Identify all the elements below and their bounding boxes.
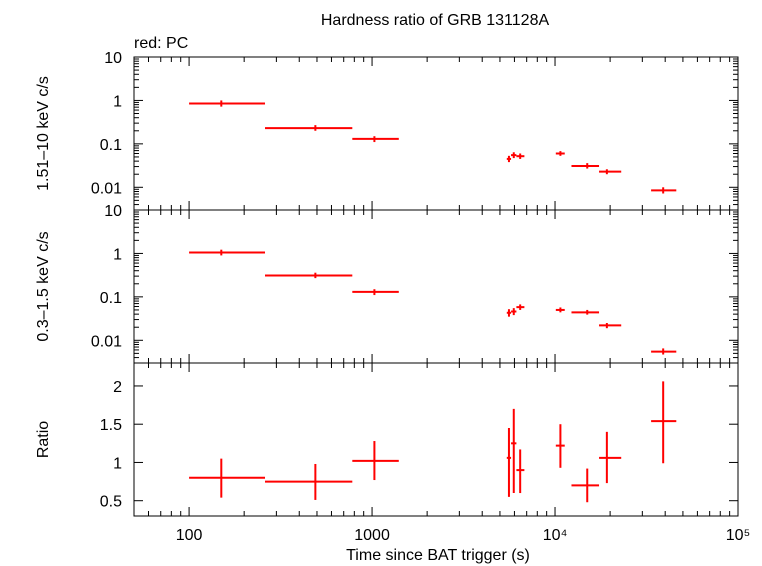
data-point — [516, 449, 525, 494]
data-point — [189, 249, 266, 256]
x-tick-label: 10⁴ — [543, 527, 568, 544]
data-point — [189, 458, 266, 498]
y-tick-label: 10 — [104, 203, 122, 220]
y-tick-label: 0.1 — [100, 290, 122, 307]
panel-3: 2 1.5 1 0.5 Ratio — [35, 362, 739, 517]
y-tick-label: 0.5 — [100, 494, 122, 511]
data-point — [352, 136, 399, 143]
y-axis-label: 1.51–10 keV c/s — [35, 76, 52, 191]
y-tick-label: 0.1 — [100, 137, 122, 154]
panel-frame — [133, 209, 739, 364]
panel-1: 10 1 0.1 0.01 1.51–10 keV c/s — [35, 50, 739, 211]
x-axis-label: Time since BAT trigger (s) — [346, 547, 530, 564]
y-ticks: 2 1.5 1 0.5 — [100, 379, 738, 511]
data-point — [599, 323, 622, 329]
data-point — [265, 272, 353, 279]
x-ticks — [133, 57, 739, 210]
y-ticks: 10 1 0.1 0.01 — [91, 50, 738, 211]
x-tick-labels: 100 1000 10⁴ 10⁵ — [176, 527, 750, 544]
data-point — [511, 152, 517, 159]
panel-2: 10 1 0.1 0.01 0.3–1.5 keV c/s — [35, 203, 739, 364]
data-point — [516, 304, 525, 310]
y-axis-label: 0.3–1.5 keV c/s — [35, 231, 52, 341]
data-series — [189, 381, 677, 503]
data-point — [599, 169, 622, 175]
y-tick-label: 1.5 — [100, 417, 122, 434]
data-series — [189, 249, 677, 355]
x-tick-label: 10⁵ — [726, 527, 750, 544]
data-point — [265, 463, 353, 500]
y-tick-label: 10 — [104, 50, 122, 67]
data-point — [555, 424, 565, 468]
data-point — [265, 125, 353, 131]
data-point — [555, 151, 565, 156]
y-tick-label: 1 — [113, 93, 122, 110]
chart-panels: 10 1 0.1 0.01 1.51–10 keV c/s 10 1 0.1 0.01 0.3–1… — [35, 50, 750, 544]
data-series — [189, 100, 677, 194]
data-point — [511, 308, 517, 316]
y-tick-label: 2 — [113, 379, 122, 396]
data-point — [352, 289, 399, 296]
y-tick-label: 0.01 — [91, 180, 122, 197]
x-tick-label: 1000 — [354, 527, 390, 544]
data-point — [352, 441, 399, 481]
chart-subtitle: red: PC — [134, 35, 188, 52]
data-point — [571, 309, 600, 315]
data-point — [506, 428, 512, 497]
panel-frame — [133, 56, 739, 211]
data-point — [511, 408, 517, 494]
data-point — [571, 163, 600, 169]
y-axis-label: Ratio — [35, 421, 52, 458]
x-ticks — [133, 363, 739, 516]
data-point — [189, 100, 266, 107]
x-tick-label: 100 — [176, 527, 203, 544]
panel-frame — [133, 362, 739, 517]
data-point — [555, 307, 565, 313]
data-point — [516, 153, 525, 159]
data-point — [651, 187, 677, 194]
data-point — [599, 431, 622, 484]
y-tick-label: 1 — [113, 246, 122, 263]
y-ticks: 10 1 0.1 0.01 — [91, 203, 738, 364]
y-tick-label: 1 — [113, 455, 122, 472]
x-ticks — [133, 210, 739, 363]
data-point — [651, 381, 677, 464]
data-point — [571, 468, 600, 503]
chart-title: Hardness ratio of GRB 131128A — [321, 12, 550, 29]
data-point — [506, 155, 512, 163]
data-point — [651, 348, 677, 355]
data-point — [506, 309, 512, 317]
y-tick-label: 0.01 — [91, 333, 122, 350]
